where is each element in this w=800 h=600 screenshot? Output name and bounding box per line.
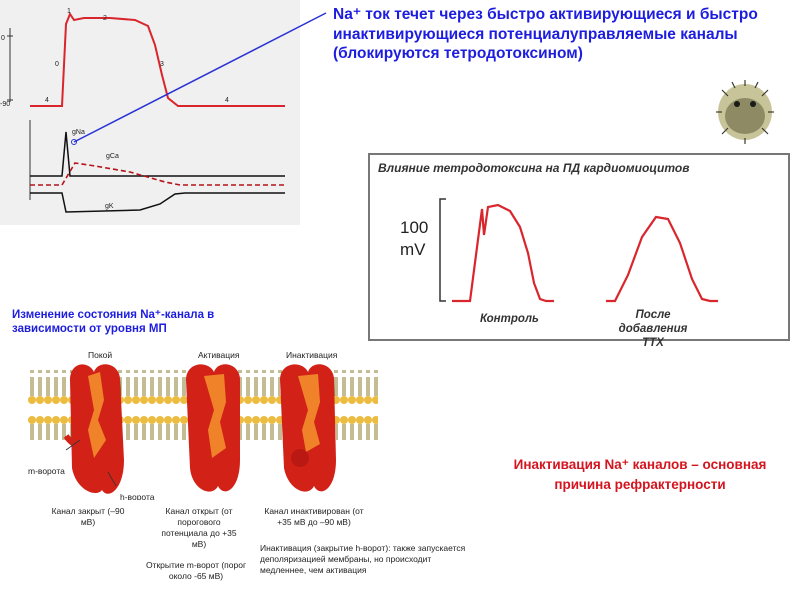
action-potential-graph: 0 -90 1 2 3 0 4 4 gNa gCa gK <box>0 8 285 213</box>
state-inactivation: Инактивация <box>286 350 338 360</box>
h-gate-label: h-ворота <box>120 492 155 500</box>
gna-trace <box>30 131 285 177</box>
channel-inactivated <box>280 364 336 492</box>
phase-label-0: 0 <box>55 61 59 68</box>
h-gate-note: Инактивация (закрытие h-ворот): также за… <box>260 543 466 575</box>
channel-closed <box>63 364 124 494</box>
pufferfish-eye-2 <box>750 101 756 107</box>
pufferfish-belly <box>725 98 765 134</box>
ap-y-label-0: 0 <box>1 35 5 42</box>
scale-unit: mV <box>400 240 426 259</box>
phase-label-3: 3 <box>160 61 164 68</box>
conclusion-text: Инактивация Na⁺ каналов – основная причи… <box>513 457 767 492</box>
ttx-panel-title: Влияние тетродотоксина на ПД кардиомиоци… <box>378 161 690 175</box>
phase-label-2: 2 <box>103 15 107 22</box>
pufferfish-eye <box>734 101 740 107</box>
h-gate-pointer <box>107 471 117 487</box>
pufferfish-image <box>716 80 774 144</box>
scale-value: 100 <box>400 218 428 237</box>
ap-y-label-90: -90 <box>0 101 10 108</box>
pointer-end <box>71 139 77 145</box>
ttx-graph: 100 mV <box>400 198 718 303</box>
membrane-diagram: Покой Активация Инактивация m-ворота h-в… <box>28 350 378 500</box>
gna-label: gNa <box>72 129 85 136</box>
phase-label-4a: 4 <box>45 97 49 104</box>
state-rest: Покой <box>88 350 112 360</box>
after-ttx-label: После добавления TTX <box>618 309 688 349</box>
channel-open <box>186 364 240 492</box>
scale-bracket <box>439 198 446 302</box>
main-statement: Na⁺ ток течет через быстро активирующиес… <box>333 6 758 62</box>
pointer-arrow-line <box>73 12 327 143</box>
state-activation: Активация <box>198 350 240 360</box>
m-gate-pointer <box>65 439 81 451</box>
ttx-ap-trace <box>606 215 718 303</box>
caption-closed: Канал закрыт (–90 мВ) <box>51 506 125 527</box>
channel-section-title: Изменение состояния Na⁺-канала в зависим… <box>12 309 215 335</box>
gca-label: gCa <box>106 153 119 160</box>
gk-trace <box>30 192 285 213</box>
m-gate-note: Открытие m-ворот (порог около -65 мВ) <box>145 560 247 581</box>
caption-open: Канал открыт (от порогового потенциала д… <box>161 506 237 549</box>
action-potential-panel: 0 -90 1 2 3 0 4 4 gNa gCa gK <box>0 0 300 225</box>
caption-inactivated: Канал инактивирован (от +35 мВ до –90 мВ… <box>264 506 364 527</box>
m-gate-label: m-ворота <box>28 466 65 476</box>
control-label: Контроль <box>480 313 539 325</box>
pointer-line <box>71 12 327 145</box>
gk-label: gK <box>105 203 114 210</box>
control-ap-trace <box>452 203 554 303</box>
ttx-effect-panel: Влияние тетродотоксина на ПД кардиомиоци… <box>368 153 790 349</box>
gca-trace <box>30 162 285 186</box>
phase-label-4b: 4 <box>225 97 229 104</box>
phase-label-1: 1 <box>67 8 71 15</box>
